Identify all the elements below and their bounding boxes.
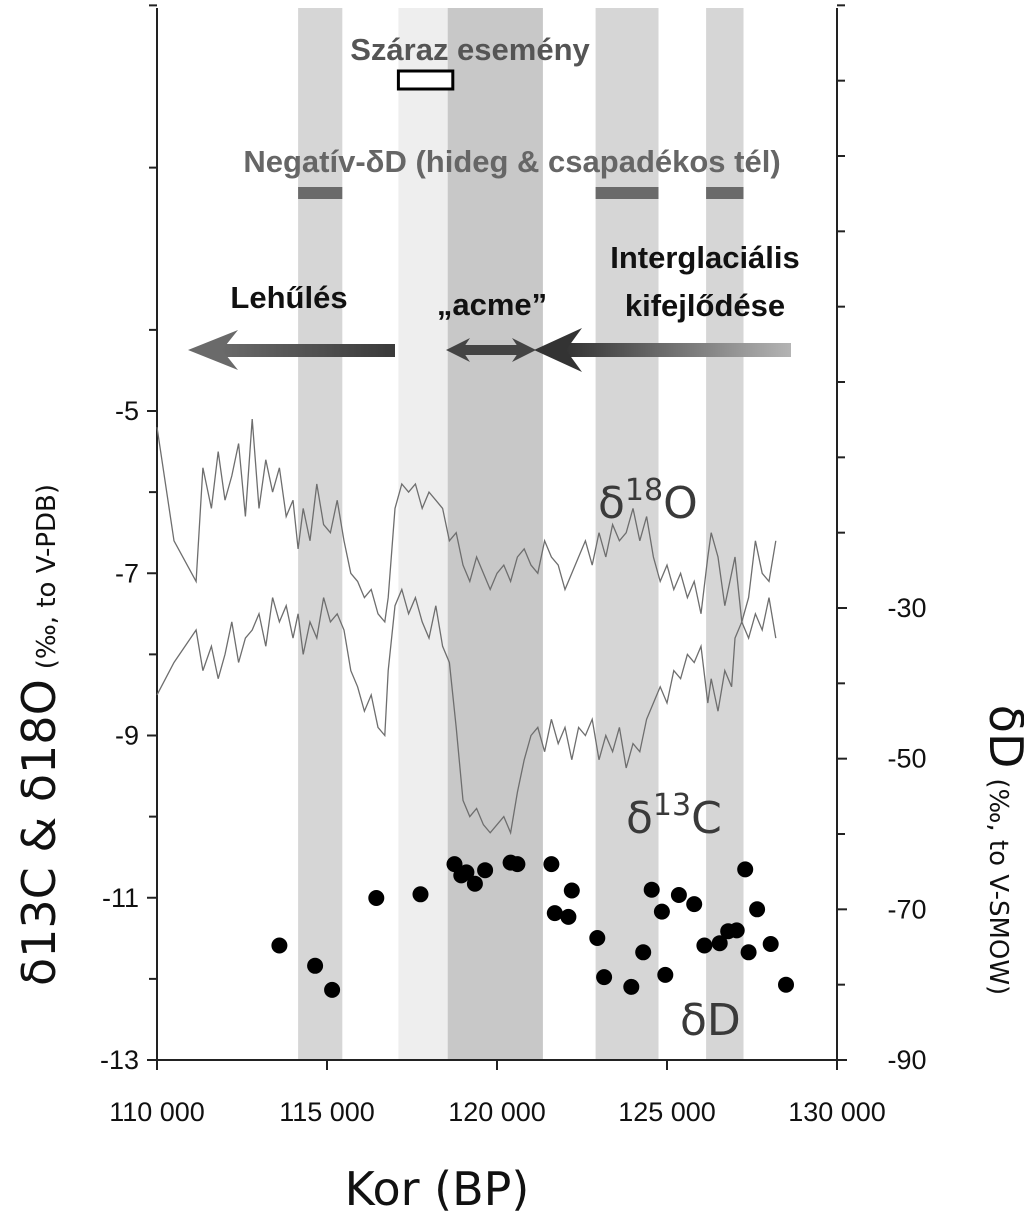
dd-point [596, 969, 613, 986]
dd-point [737, 861, 754, 878]
dd-point [509, 856, 526, 873]
interglacial-label-1: Interglaciális [610, 240, 800, 275]
y-right-tick-label: -90 [887, 1045, 926, 1075]
shaded-band-2 [447, 8, 543, 1060]
dd-point [458, 864, 475, 881]
dd-point [271, 937, 288, 954]
dd-point [368, 890, 385, 906]
interglacial-label-2: kifejlődése [625, 288, 785, 323]
dd-point [560, 908, 577, 925]
dd-point [728, 922, 745, 939]
negative-dd-bar [595, 187, 659, 199]
y-left-tick-label: -7 [115, 558, 139, 588]
dd-point [711, 935, 728, 952]
negative-dd-label: Negatív-δD (hideg & csapadékos tél) [243, 144, 780, 179]
cooling-arrow [188, 330, 395, 370]
negative-dd-bars [298, 187, 744, 199]
d18o-line [156, 419, 777, 624]
dd-point [657, 966, 674, 983]
dd-point [307, 957, 324, 974]
dd-point [546, 905, 563, 922]
x-tick-label: 130 000 [788, 1097, 886, 1127]
dd-point [563, 882, 580, 899]
cooling-label: Lehűlés [230, 280, 347, 315]
y-left-tick-label: -11 [102, 883, 139, 913]
shaded-band-4 [706, 8, 744, 1060]
x-axis-title: Kor (BP) [345, 1162, 530, 1216]
axis-ticks: 110 000 115 000 120 000 125 000 130 000 -5 -7 -… [100, 4, 927, 1127]
y-left-tick-label: -13 [100, 1045, 139, 1075]
acme-label: „acme” [437, 287, 547, 322]
dd-point [749, 901, 766, 918]
dd-point [589, 930, 606, 946]
y-left-axis-title: δ13C & δ18O(‰, to V-PDB) [12, 484, 66, 986]
dd-series-label: δD [680, 995, 741, 1046]
shaded-band-1 [398, 8, 448, 1060]
dd-point [466, 875, 483, 892]
dd-point [686, 896, 703, 913]
dd-point [778, 976, 794, 993]
dd-point [740, 944, 757, 961]
y-left-tick-label: -9 [115, 721, 139, 751]
dry-event-box [396, 69, 455, 91]
interglacial-arrow [534, 328, 791, 372]
x-tick-label: 110 000 [109, 1097, 205, 1127]
y-left-tick-label: -5 [115, 396, 139, 426]
acme-arrow [446, 338, 536, 362]
dd-point [653, 903, 670, 920]
dd-points [271, 854, 794, 998]
dd-point [643, 881, 660, 898]
x-tick-label: 120 000 [448, 1097, 546, 1127]
x-tick-label: 125 000 [618, 1097, 716, 1127]
x-tick-label: 115 000 [279, 1097, 375, 1127]
dd-point [543, 856, 560, 873]
shaded-bands [298, 8, 744, 1060]
y-right-axis-title: δD(‰, to V-SMOW) [979, 705, 1024, 995]
shaded-band-0 [298, 8, 343, 1060]
dd-point [412, 886, 429, 903]
y-right-tick-label: -70 [887, 894, 926, 924]
negative-dd-bar [298, 187, 343, 199]
annotations: Száraz esemény Negatív-δD (hideg & csapa… [188, 32, 800, 372]
d18o-series-label: δ18O [598, 473, 698, 529]
dd-point [696, 937, 713, 954]
dd-point [762, 936, 779, 952]
dd-point [670, 887, 687, 903]
dd-point [635, 944, 652, 961]
negative-dd-bar [706, 187, 744, 199]
series-lines [156, 419, 777, 836]
dry-event-label: Száraz esemény [350, 32, 590, 67]
dd-point [623, 978, 640, 995]
dd-point [477, 862, 494, 879]
y-right-tick-label: -50 [887, 744, 926, 774]
dd-point [324, 981, 341, 998]
y-right-tick-label: -30 [887, 593, 926, 623]
d13c-series-label: δ13C [626, 788, 722, 844]
d13c-line [156, 587, 777, 836]
